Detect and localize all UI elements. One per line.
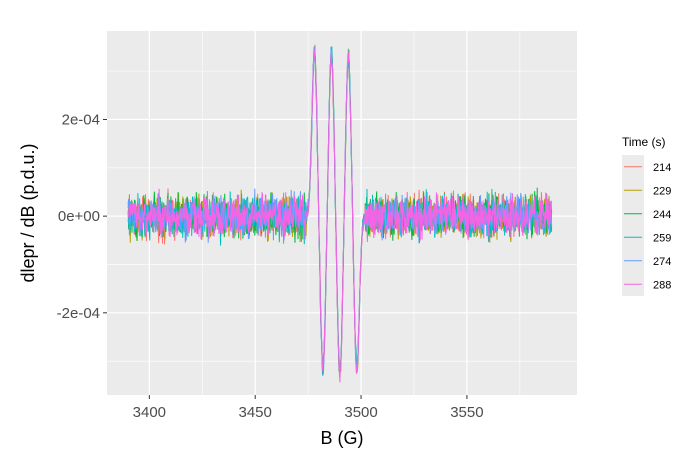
y-tick-label: 0e+00 [58,208,100,225]
legend-label-259: 259 [653,232,671,244]
x-tick-label: 3400 [133,404,166,421]
legend-title: Time (s) [622,135,666,149]
x-tick-label: 3500 [344,404,377,421]
legend-label-288: 288 [653,279,671,291]
legend-label-274: 274 [653,256,671,268]
axis-ticks [103,118,468,399]
legend-label-229: 229 [653,185,671,197]
y-tick-label: -2e-04 [57,305,100,322]
plot-area [127,44,553,383]
series-line-288 [127,48,553,383]
legend-label-214: 214 [653,162,671,174]
y-tick-label: 2e-04 [62,111,100,128]
x-tick-label: 3550 [450,404,483,421]
x-tick-label: 3450 [239,404,272,421]
legend-key-background [622,155,644,296]
legend-label-244: 244 [653,209,671,221]
x-axis-title: B (G) [321,428,364,448]
y-tick-labels: -2e-04 0e+00 2e-04 [57,111,100,321]
x-tick-labels: 3400 3450 3500 3550 [133,404,484,421]
y-axis-title: dlepr / dB (p.d.u.) [18,143,38,282]
legend: Time (s) 214 229 244 259 274 288 [622,135,671,296]
